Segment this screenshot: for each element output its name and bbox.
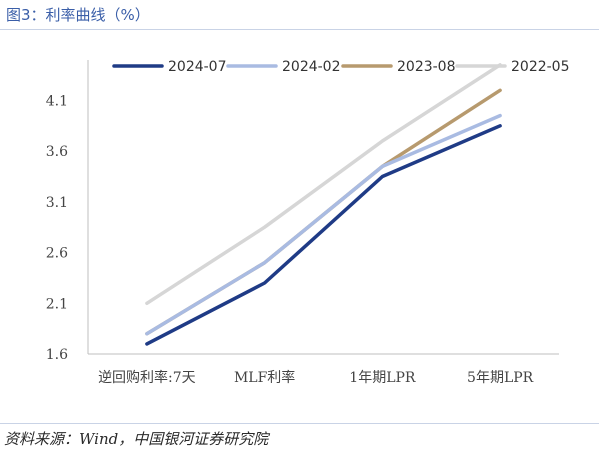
legend-label: 2024-02 xyxy=(282,59,341,75)
y-tick-label: 3.1 xyxy=(46,195,68,211)
chart-series xyxy=(145,63,502,346)
title-divider xyxy=(0,29,599,30)
source-note: 资料来源：Wind，中国银河证券研究院 xyxy=(4,430,269,448)
line-chart: 2024-07 2024-02 2023-08 2022-05 1.6 2.1 2.6 3.… xyxy=(46,59,570,386)
legend-label: 2023-08 xyxy=(397,59,456,75)
y-tick-label: 3.6 xyxy=(46,144,68,160)
y-tick-label: 1.6 xyxy=(46,347,68,363)
chart-title: 图3：利率曲线（%） xyxy=(6,6,150,24)
y-tick-label: 2.6 xyxy=(46,246,68,262)
y-tick-label: 4.1 xyxy=(46,93,68,109)
legend-label: 2024-07 xyxy=(168,59,227,75)
x-tick-label: MLF利率 xyxy=(234,369,295,386)
x-tick-label: 1年期LPR xyxy=(349,370,416,386)
legend-label: 2022-05 xyxy=(511,59,570,75)
series-line-2024-07 xyxy=(145,124,502,346)
series-line-2022-05 xyxy=(145,63,502,306)
x-tick-label: 5年期LPR xyxy=(467,370,534,386)
series-line-2023-08 xyxy=(145,88,502,336)
source-divider xyxy=(0,423,599,424)
x-tick-label: 逆回购利率:7天 xyxy=(98,369,196,386)
chart-axes: 1.6 2.1 2.6 3.1 3.6 4.1 逆回购利率:7天 MLF利率 1年期LPR 5年期… xyxy=(46,60,559,386)
y-tick-label: 2.1 xyxy=(46,296,68,312)
series-line-2024-02 xyxy=(145,113,502,336)
chart-legend: 2024-07 2024-02 2023-08 2022-05 xyxy=(112,59,570,75)
